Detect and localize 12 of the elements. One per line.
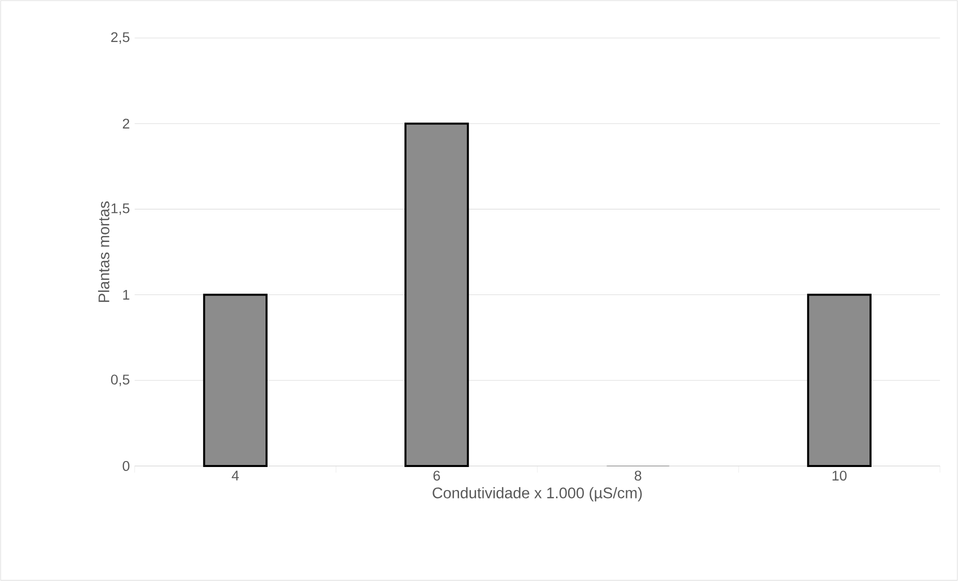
x-tick-label: 4 xyxy=(232,470,239,480)
y-axis-title: Plantas mortas xyxy=(98,201,110,302)
x-axis-title: Condutividade x 1.000 (µS/cm) xyxy=(432,487,642,502)
y-tick-label: 2 xyxy=(122,118,130,128)
y-tick-label: 2,5 xyxy=(111,32,130,44)
y-tick-label: 1 xyxy=(123,290,130,300)
x-tick-label: 10 xyxy=(832,470,847,481)
y-tick-label: 0,5 xyxy=(111,374,130,386)
x-tick-label: 6 xyxy=(433,470,440,481)
x-tick-label: 8 xyxy=(634,470,642,481)
y-tick-label: 1,5 xyxy=(112,203,130,215)
y-tick-label: 0 xyxy=(122,461,130,471)
